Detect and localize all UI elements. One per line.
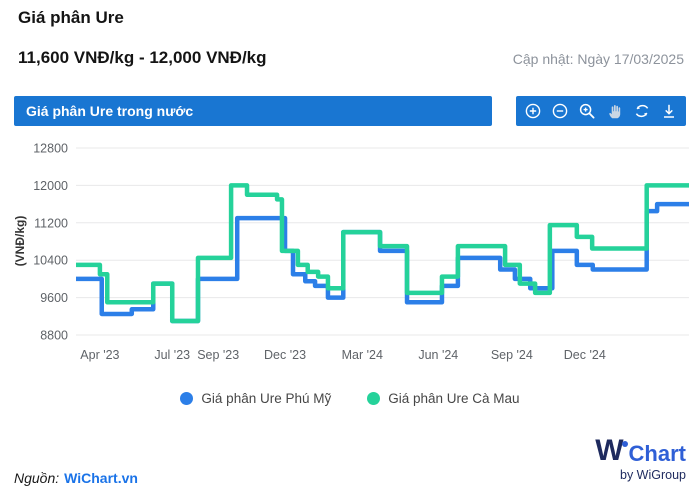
x-tick-label: Jun '24 <box>418 348 458 362</box>
magnifier-plus-icon <box>580 103 595 119</box>
logo-w-letter: W <box>595 434 623 467</box>
price-chart: 12800 12000 11200 10400 9600 8800 (VNĐ/kg) Apr … <box>13 142 689 362</box>
y-axis-title: (VNĐ/kg) <box>13 216 27 267</box>
y-tick-label: 9600 <box>40 291 68 305</box>
page-title: Giá phân Ure <box>18 8 124 27</box>
chart-area[interactable]: 12800 12000 11200 10400 9600 8800 (VNĐ/kg) Apr … <box>0 133 700 368</box>
legend-dot-icon <box>367 392 381 405</box>
refresh-icon <box>635 104 648 118</box>
zoom-in-icon <box>525 103 541 119</box>
x-tick-label: Sep '24 <box>491 348 533 362</box>
y-tick-label: 11200 <box>34 216 68 230</box>
download-button[interactable] <box>659 101 679 121</box>
pan-button[interactable] <box>605 101 625 121</box>
x-tick-label: Jul '23 <box>154 348 190 362</box>
footer-source: Nguồn: WiChart.vn <box>14 470 138 486</box>
restore-button[interactable] <box>632 101 652 121</box>
chart-panel-title: Giá phân Ure trong nước <box>14 96 492 126</box>
wichart-logo: W Chart by WiGroup <box>595 434 686 483</box>
legend-dot-icon <box>180 392 194 405</box>
legend-item[interactable]: Giá phân Ure Phú Mỹ <box>180 391 331 406</box>
legend-label: Giá phân Ure Phú Mỹ <box>201 391 332 406</box>
x-tick-label: Dec '24 <box>564 348 606 362</box>
price-range: 11,600 VNĐ/kg - 12,000 VNĐ/kg <box>18 48 267 67</box>
updated-date: Cập nhật: Ngày 17/03/2025 <box>512 51 684 67</box>
download-icon <box>663 104 674 118</box>
hand-icon <box>608 105 620 119</box>
series-line[interactable] <box>76 183 689 324</box>
logo-chart-text: Chart <box>628 441 686 466</box>
legend-label: Giá phân Ure Cà Mau <box>388 391 520 406</box>
x-tick-label: Mar '24 <box>342 348 383 362</box>
x-tick-label: Dec '23 <box>264 348 306 362</box>
zoom-out-button[interactable] <box>550 101 570 121</box>
logo-byline: by WiGroup <box>620 468 686 482</box>
x-tick-label: Apr '23 <box>80 348 119 362</box>
y-tick-label: 12000 <box>33 179 68 193</box>
zoom-window-button[interactable] <box>577 101 597 121</box>
zoom-in-button[interactable] <box>523 101 543 121</box>
y-tick-label: 10400 <box>33 254 68 268</box>
source-link[interactable]: WiChart.vn <box>64 470 138 486</box>
y-tick-label: 12800 <box>33 142 68 156</box>
legend-item[interactable]: Giá phân Ure Cà Mau <box>367 391 520 406</box>
logo-dot-icon <box>621 441 628 447</box>
chart-toolbar <box>516 96 686 126</box>
chart-legend: Giá phân Ure Phú Mỹ Giá phân Ure Cà Mau <box>0 391 700 406</box>
zoom-out-icon <box>552 103 568 119</box>
series-line[interactable] <box>76 201 689 324</box>
source-label: Nguồn: <box>14 470 60 486</box>
y-tick-label: 8800 <box>40 329 68 343</box>
x-tick-label: Sep '23 <box>197 348 239 362</box>
